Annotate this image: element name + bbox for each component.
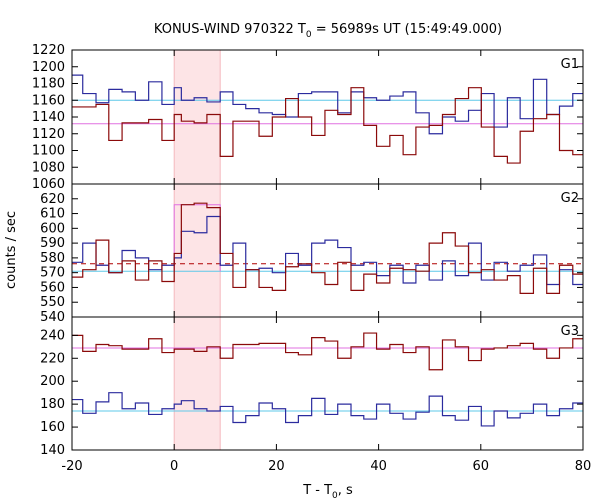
y-axis-label: counts / sec [4, 211, 19, 289]
series-line [72, 202, 583, 294]
y-tick-label: 560 [40, 280, 65, 295]
y-tick-label: 140 [40, 443, 65, 458]
series-line [72, 87, 583, 164]
frame-layer: 106010801100112011401160118012001220G154… [32, 43, 591, 474]
y-tick-label: 1180 [32, 77, 65, 92]
fit-layer [72, 99, 583, 412]
y-tick-label: 240 [40, 328, 65, 343]
y-tick-label: 1120 [32, 127, 65, 142]
chart-title: KONUS-WIND 970322 T0 = 56989s UT (15:49:… [154, 22, 502, 40]
y-tick-label: 1080 [32, 160, 65, 175]
y-tick-label: 1160 [32, 93, 65, 108]
y-tick-label: 200 [40, 374, 65, 389]
y-tick-label: 1220 [32, 43, 65, 58]
panel-frame [71, 183, 584, 318]
y-tick-label: 1060 [32, 177, 65, 192]
x-tick-label: 60 [473, 459, 490, 474]
x-tick-label: -20 [61, 459, 82, 474]
panel-label: G3 [561, 324, 579, 339]
y-tick-label: 220 [40, 351, 65, 366]
y-tick-label: 600 [40, 221, 65, 236]
x-tick-label: 40 [370, 459, 387, 474]
y-tick-label: 1100 [32, 144, 65, 159]
x-tick-label: 80 [575, 459, 592, 474]
y-tick-label: 610 [40, 207, 65, 222]
series-line [72, 392, 583, 427]
y-tick-label: 580 [40, 251, 65, 266]
y-tick-label: 570 [40, 266, 65, 281]
x-tick-label: 0 [170, 459, 178, 474]
panel-label: G2 [561, 191, 579, 206]
panel-label: G1 [561, 57, 579, 72]
y-tick-label: 550 [40, 295, 65, 310]
series-line [72, 74, 583, 135]
y-tick-label: 160 [40, 420, 65, 435]
series-layer [72, 74, 583, 427]
y-tick-label: 590 [40, 236, 65, 251]
y-tick-label: 1140 [32, 110, 65, 125]
panel-frame [71, 316, 584, 451]
x-axis-label: T - T0, s [302, 483, 353, 500]
panel-frame [71, 49, 584, 185]
y-tick-label: 180 [40, 397, 65, 412]
x-tick-label: 20 [268, 459, 285, 474]
y-tick-label: 540 [40, 310, 65, 325]
series-line [72, 332, 583, 371]
y-tick-label: 1200 [32, 60, 65, 75]
y-tick-label: 620 [40, 192, 65, 207]
